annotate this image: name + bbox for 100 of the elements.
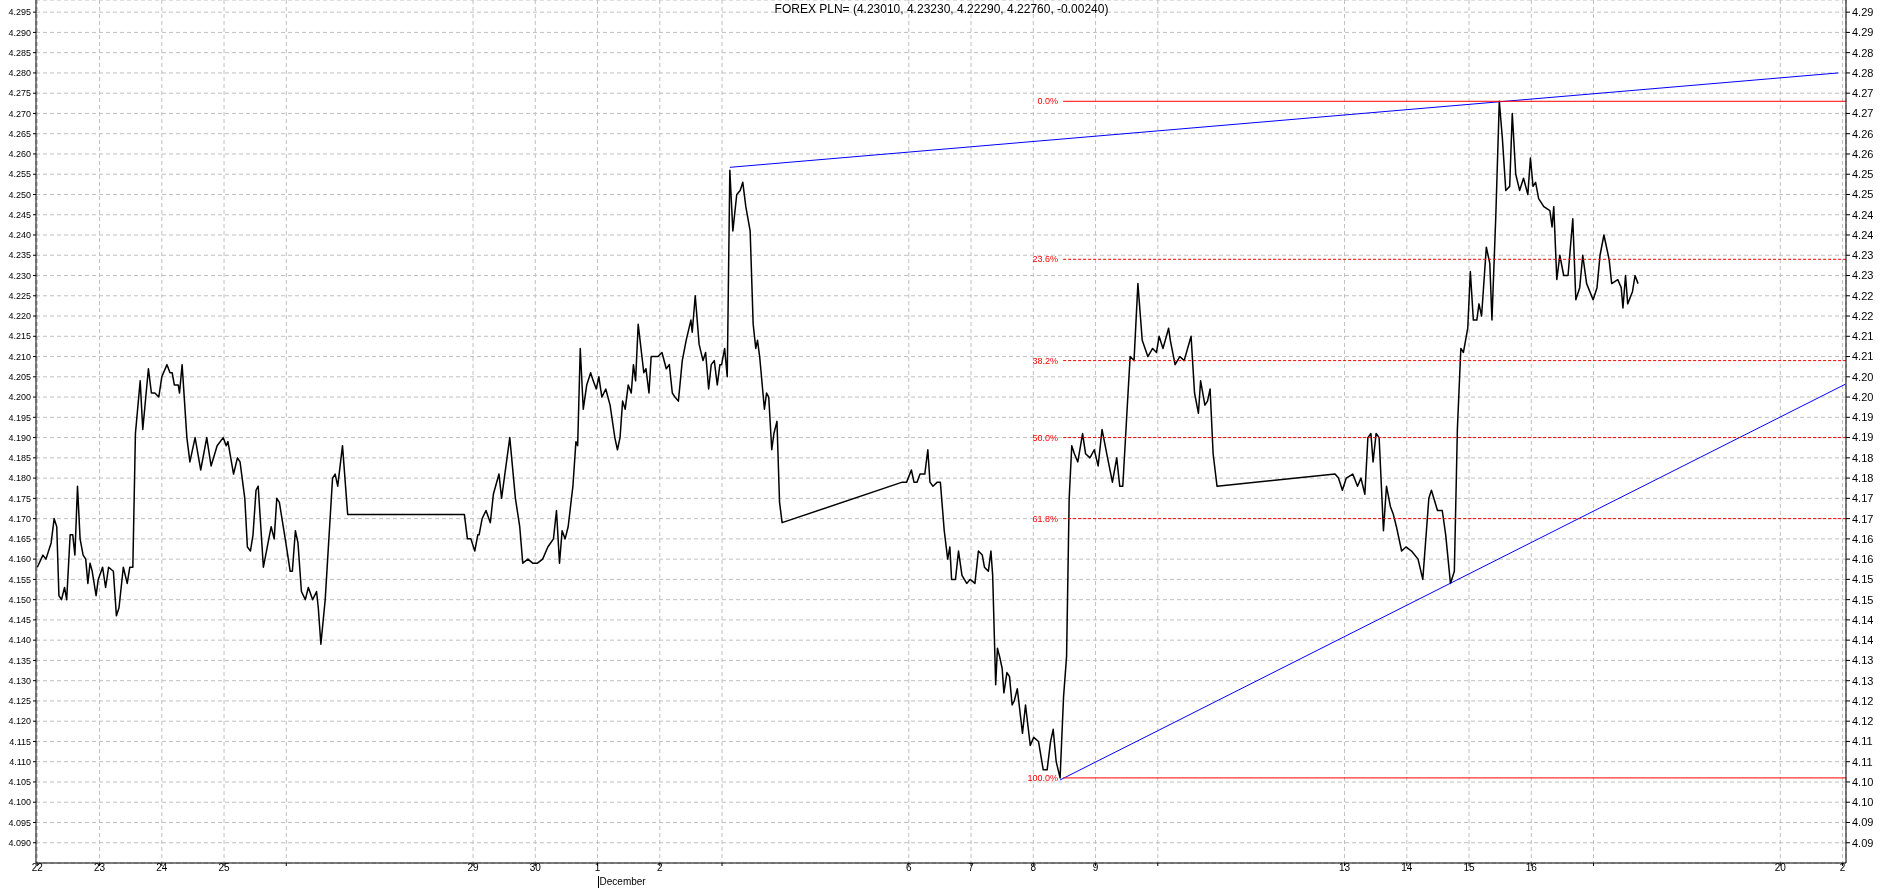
y-tick-label: 4.220 (8, 311, 31, 322)
y2-tick-label: 4.14 (1852, 613, 1874, 626)
y2-tick-label: 4.17 (1852, 492, 1874, 505)
y-tick-label: 4.270 (8, 108, 31, 119)
y-tick-label: 4.280 (8, 68, 31, 79)
x-tick-label: 16 (1525, 862, 1538, 874)
y2-tick-label: 4.15 (1852, 593, 1874, 606)
y2-tick-label: 4.24 (1852, 228, 1874, 241)
y2-tick-label: 4.26 (1852, 147, 1874, 160)
y2-tick-label: 4.27 (1852, 87, 1874, 100)
x-tick-label: 13 (1338, 862, 1351, 874)
series-label: 0.0% (1037, 96, 1059, 107)
y2-tick-label: 4.29 (1852, 26, 1874, 39)
y-tick-label: 4.230 (8, 270, 31, 281)
y2-tick-label: 4.27 (1852, 107, 1874, 120)
y-tick-label: 4.290 (8, 27, 31, 38)
y2-tick-label: 4.19 (1852, 411, 1874, 424)
y2-tick-label: 4.14 (1852, 634, 1874, 647)
x-tick-label: 30 (529, 862, 542, 874)
y2-tick-label: 4.11 (1852, 755, 1873, 768)
y-tick-label: 4.090 (8, 837, 31, 848)
y-tick-label: 4.140 (8, 635, 31, 646)
y-tick-label: 4.275 (8, 88, 31, 99)
x-tick-label: 23 (93, 862, 106, 874)
y-tick-label: 4.150 (8, 594, 31, 605)
y-tick-label: 4.250 (8, 189, 31, 200)
y-tick-label: 4.255 (8, 169, 31, 180)
y-tick-label: 4.245 (8, 209, 31, 220)
y-tick-label: 4.295 (8, 7, 31, 18)
y2-tick-label: 4.20 (1852, 370, 1874, 383)
y2-tick-label: 4.28 (1852, 66, 1874, 79)
x-tick-label: 6 (906, 862, 913, 874)
y2-tick-label: 4.16 (1852, 532, 1874, 545)
y2-tick-label: 4.09 (1852, 816, 1874, 829)
y2-tick-label: 4.25 (1852, 168, 1874, 181)
y-tick-label: 4.185 (8, 453, 31, 464)
y-tick-label: 4.195 (8, 412, 31, 423)
y2-tick-label: 4.15 (1852, 573, 1874, 586)
x-tick-label: 7 (968, 862, 975, 874)
y-tick-label: 4.165 (8, 534, 31, 545)
y-tick-label: 4.240 (8, 230, 31, 241)
y2-tick-label: 4.23 (1852, 269, 1874, 282)
y-tick-label: 4.170 (8, 513, 31, 524)
x-tick-label: 15 (1463, 862, 1476, 874)
y-tick-label: 4.180 (8, 473, 31, 484)
y2-tick-label: 4.13 (1852, 654, 1874, 667)
y-tick-label: 4.190 (8, 432, 31, 443)
series-label: 50.0% (1032, 432, 1059, 443)
y-tick-label: 4.285 (8, 47, 31, 58)
y-tick-label: 4.260 (8, 149, 31, 160)
y-tick-label: 4.215 (8, 331, 31, 342)
x-tick-label: 2 (657, 862, 664, 874)
y2-tick-label: 4.18 (1852, 472, 1874, 484)
y2-tick-label: 4.26 (1852, 127, 1874, 140)
x-tick-label: 8 (1030, 862, 1037, 874)
y2-tick-label: 4.13 (1852, 674, 1874, 687)
y2-tick-label: 4.12 (1852, 694, 1874, 707)
x-tick-label: 29 (467, 862, 480, 874)
y2-tick-label: 4.12 (1852, 715, 1874, 728)
y-tick-label: 4.225 (8, 290, 31, 301)
y2-tick-label: 4.21 (1852, 330, 1874, 343)
y2-tick-label: 4.18 (1852, 451, 1874, 464)
y-tick-label: 4.110 (9, 756, 31, 767)
y-tick-label: 4.210 (8, 351, 31, 362)
y2-tick-label: 4.17 (1852, 512, 1874, 525)
y-tick-label: 4.125 (8, 696, 31, 707)
x-axis-title: December (597, 876, 646, 888)
y2-tick-label: 4.20 (1852, 390, 1874, 403)
y-tick-label: 4.145 (8, 615, 31, 626)
y2-tick-label: 4.29 (1852, 6, 1874, 19)
y-tick-label: 4.200 (8, 392, 31, 403)
x-tick-label: 22 (31, 862, 44, 874)
y-tick-label: 4.130 (8, 675, 31, 686)
y-tick-label: 4.120 (8, 716, 31, 727)
series-label: 100.0% (1027, 772, 1059, 783)
y-tick-label: 4.235 (8, 250, 31, 261)
x-tick-label: 20 (1774, 862, 1787, 874)
y2-tick-label: 4.24 (1852, 208, 1874, 221)
y-tick-label: 4.155 (8, 574, 31, 585)
y2-tick-label: 4.10 (1852, 775, 1874, 788)
y2-tick-label: 4.25 (1852, 188, 1874, 201)
y2-tick-label: 4.19 (1852, 431, 1874, 444)
y2-tick-label: 4.28 (1852, 46, 1874, 59)
y2-tick-label: 4.22 (1852, 309, 1874, 322)
y2-tick-label: 4.10 (1852, 796, 1874, 809)
chart-title: FOREX PLN= (4.23010, 4.23230, 4.22290, 4.22760, -0.00240) (774, 2, 1109, 16)
y-tick-label: 4.115 (9, 736, 31, 747)
y-tick-label: 4.205 (8, 372, 31, 382)
y-tick-label: 4.135 (8, 655, 31, 666)
x-tick-label: 14 (1401, 862, 1413, 874)
y-tick-label: 4.175 (8, 493, 31, 504)
y-tick-label: 4.265 (8, 128, 31, 139)
x-tick-label: 25 (218, 862, 231, 874)
y2-tick-label: 4.11 (1852, 735, 1873, 748)
x-tick-label: 24 (156, 862, 168, 874)
y-tick-label: 4.160 (8, 554, 31, 565)
y2-tick-label: 4.21 (1852, 350, 1874, 363)
y-tick-label: 4.100 (8, 797, 31, 808)
series-label: 23.6% (1032, 254, 1059, 265)
y-tick-label: 4.105 (8, 777, 31, 788)
